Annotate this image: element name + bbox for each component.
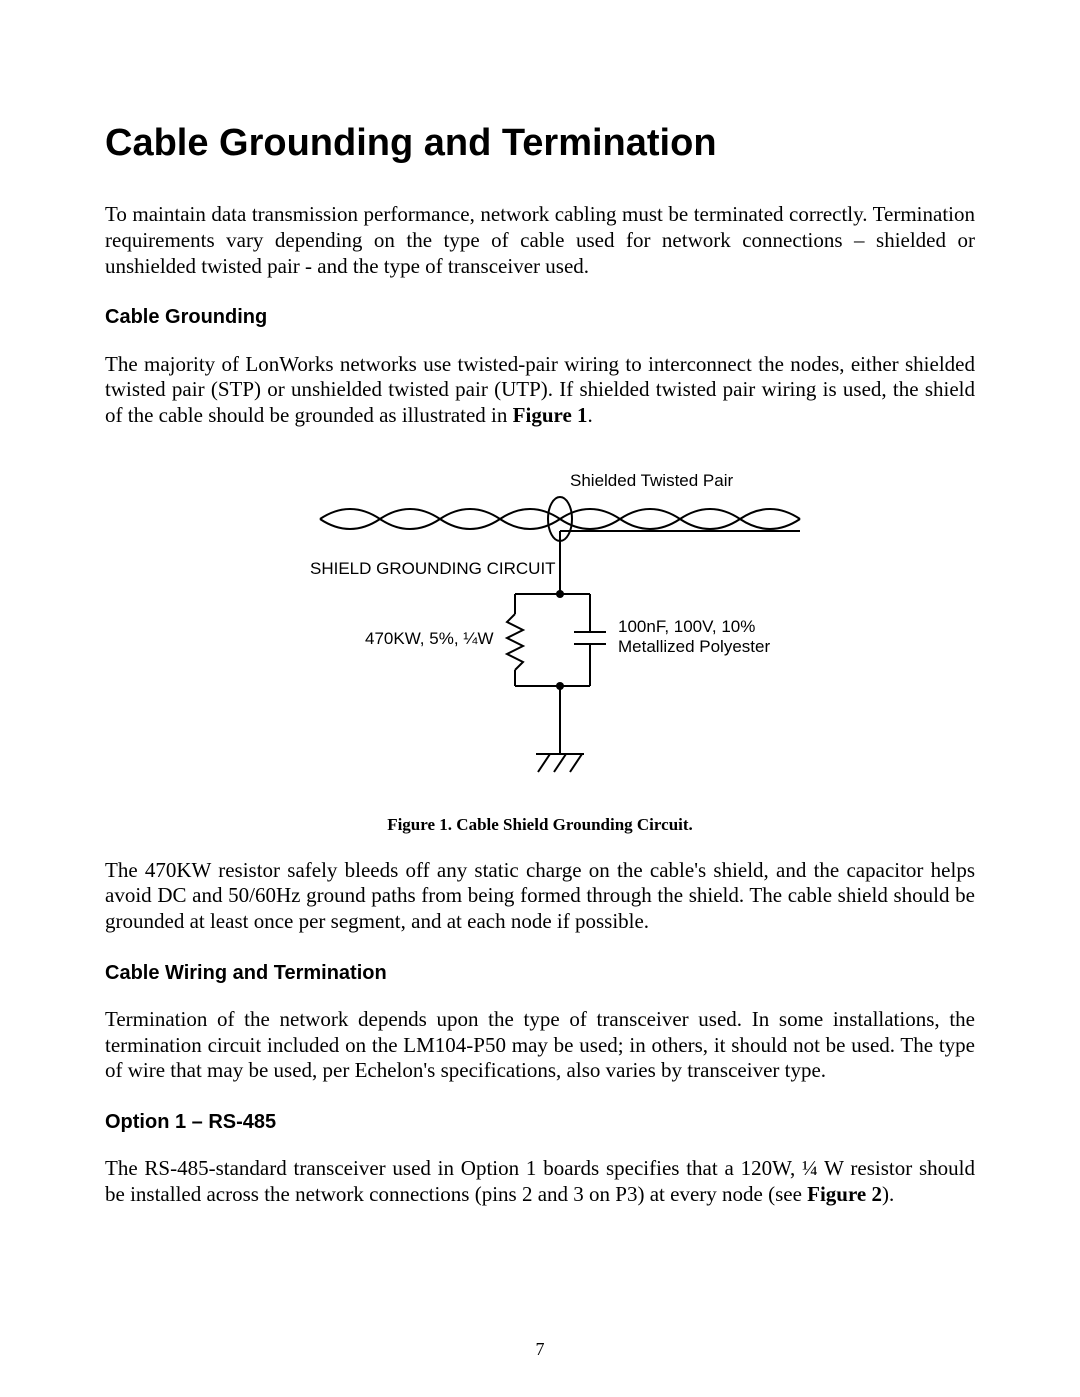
label-cap-line2: Metallized Polyester (618, 637, 770, 656)
section2-para1: Termination of the network depends upon … (105, 1007, 975, 1084)
figure2-ref: Figure 2 (807, 1182, 882, 1206)
section1-para1-b: . (588, 403, 593, 427)
section1-para2: The 470KW resistor safely bleeds off any… (105, 858, 975, 935)
label-resistor: 470KW, 5%, ¼W (365, 629, 494, 648)
intro-paragraph: To maintain data transmission performanc… (105, 202, 975, 279)
page: Cable Grounding and Termination To maint… (0, 0, 1080, 1397)
label-circuit: SHIELD GROUNDING CIRCUIT (310, 559, 556, 578)
section3-para1-b: ). (882, 1182, 894, 1206)
figure1-ref: Figure 1 (513, 403, 588, 427)
page-title: Cable Grounding and Termination (105, 120, 975, 166)
section-cable-grounding: Cable Grounding (105, 305, 975, 329)
label-cap-line1: 100nF, 100V, 10% (618, 617, 755, 636)
rc-network-icon (507, 594, 606, 686)
twisted-pair-icon (320, 497, 800, 594)
figure1-svg: Shielded Twisted Pair SHIELD GROUNDING C… (260, 464, 820, 794)
section-cable-wiring: Cable Wiring and Termination (105, 961, 975, 985)
section3-para1: The RS-485-standard transceiver used in … (105, 1156, 975, 1207)
figure1-caption: Figure 1. Cable Shield Grounding Circuit… (105, 815, 975, 836)
section-option1: Option 1 – RS-485 (105, 1110, 975, 1134)
figure1: Shielded Twisted Pair SHIELD GROUNDING C… (105, 464, 975, 801)
label-stp: Shielded Twisted Pair (570, 471, 734, 490)
page-number: 7 (0, 1339, 1080, 1361)
ground-icon (536, 686, 584, 772)
section1-para1: The majority of LonWorks networks use tw… (105, 352, 975, 429)
